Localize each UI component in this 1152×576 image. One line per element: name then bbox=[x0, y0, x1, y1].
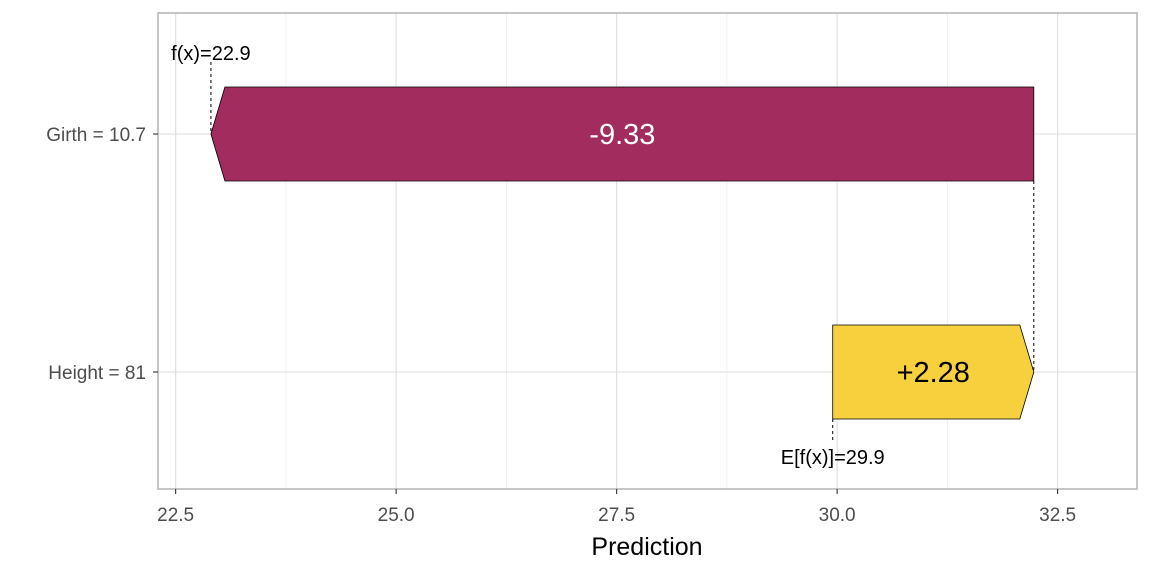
bars bbox=[210, 86, 1035, 420]
x-tick-label: 22.5 bbox=[157, 505, 194, 526]
y-tick-label: Height = 81 bbox=[48, 363, 146, 384]
x-tick-label: 32.5 bbox=[1039, 505, 1076, 526]
annotations: f(x)=22.9 E[f(x)]=29.9 bbox=[171, 43, 885, 469]
bar-value-label: -9.33 bbox=[589, 119, 655, 151]
x-tick-label: 30.0 bbox=[819, 505, 856, 526]
y-axis-ticks: Girth = 10.7 Height = 81 bbox=[46, 125, 158, 384]
x-axis-ticks: 22.5 25.0 27.5 30.0 32.5 bbox=[157, 489, 1076, 526]
y-tick-label: Girth = 10.7 bbox=[46, 125, 146, 146]
panel-border bbox=[157, 12, 1138, 490]
efx-annotation: E[f(x)]=29.9 bbox=[781, 447, 885, 469]
x-tick-label: 25.0 bbox=[378, 505, 415, 526]
bar-value-label: +2.28 bbox=[897, 357, 970, 389]
bar-negative bbox=[210, 86, 1035, 182]
connector-lines bbox=[210, 62, 1035, 441]
fx-annotation: f(x)=22.9 bbox=[171, 43, 250, 65]
bar-positive bbox=[832, 324, 1035, 420]
x-axis-title: Prediction bbox=[591, 533, 702, 561]
bar-value-labels: -9.33 +2.28 bbox=[589, 119, 970, 389]
x-tick-label: 27.5 bbox=[598, 505, 635, 526]
